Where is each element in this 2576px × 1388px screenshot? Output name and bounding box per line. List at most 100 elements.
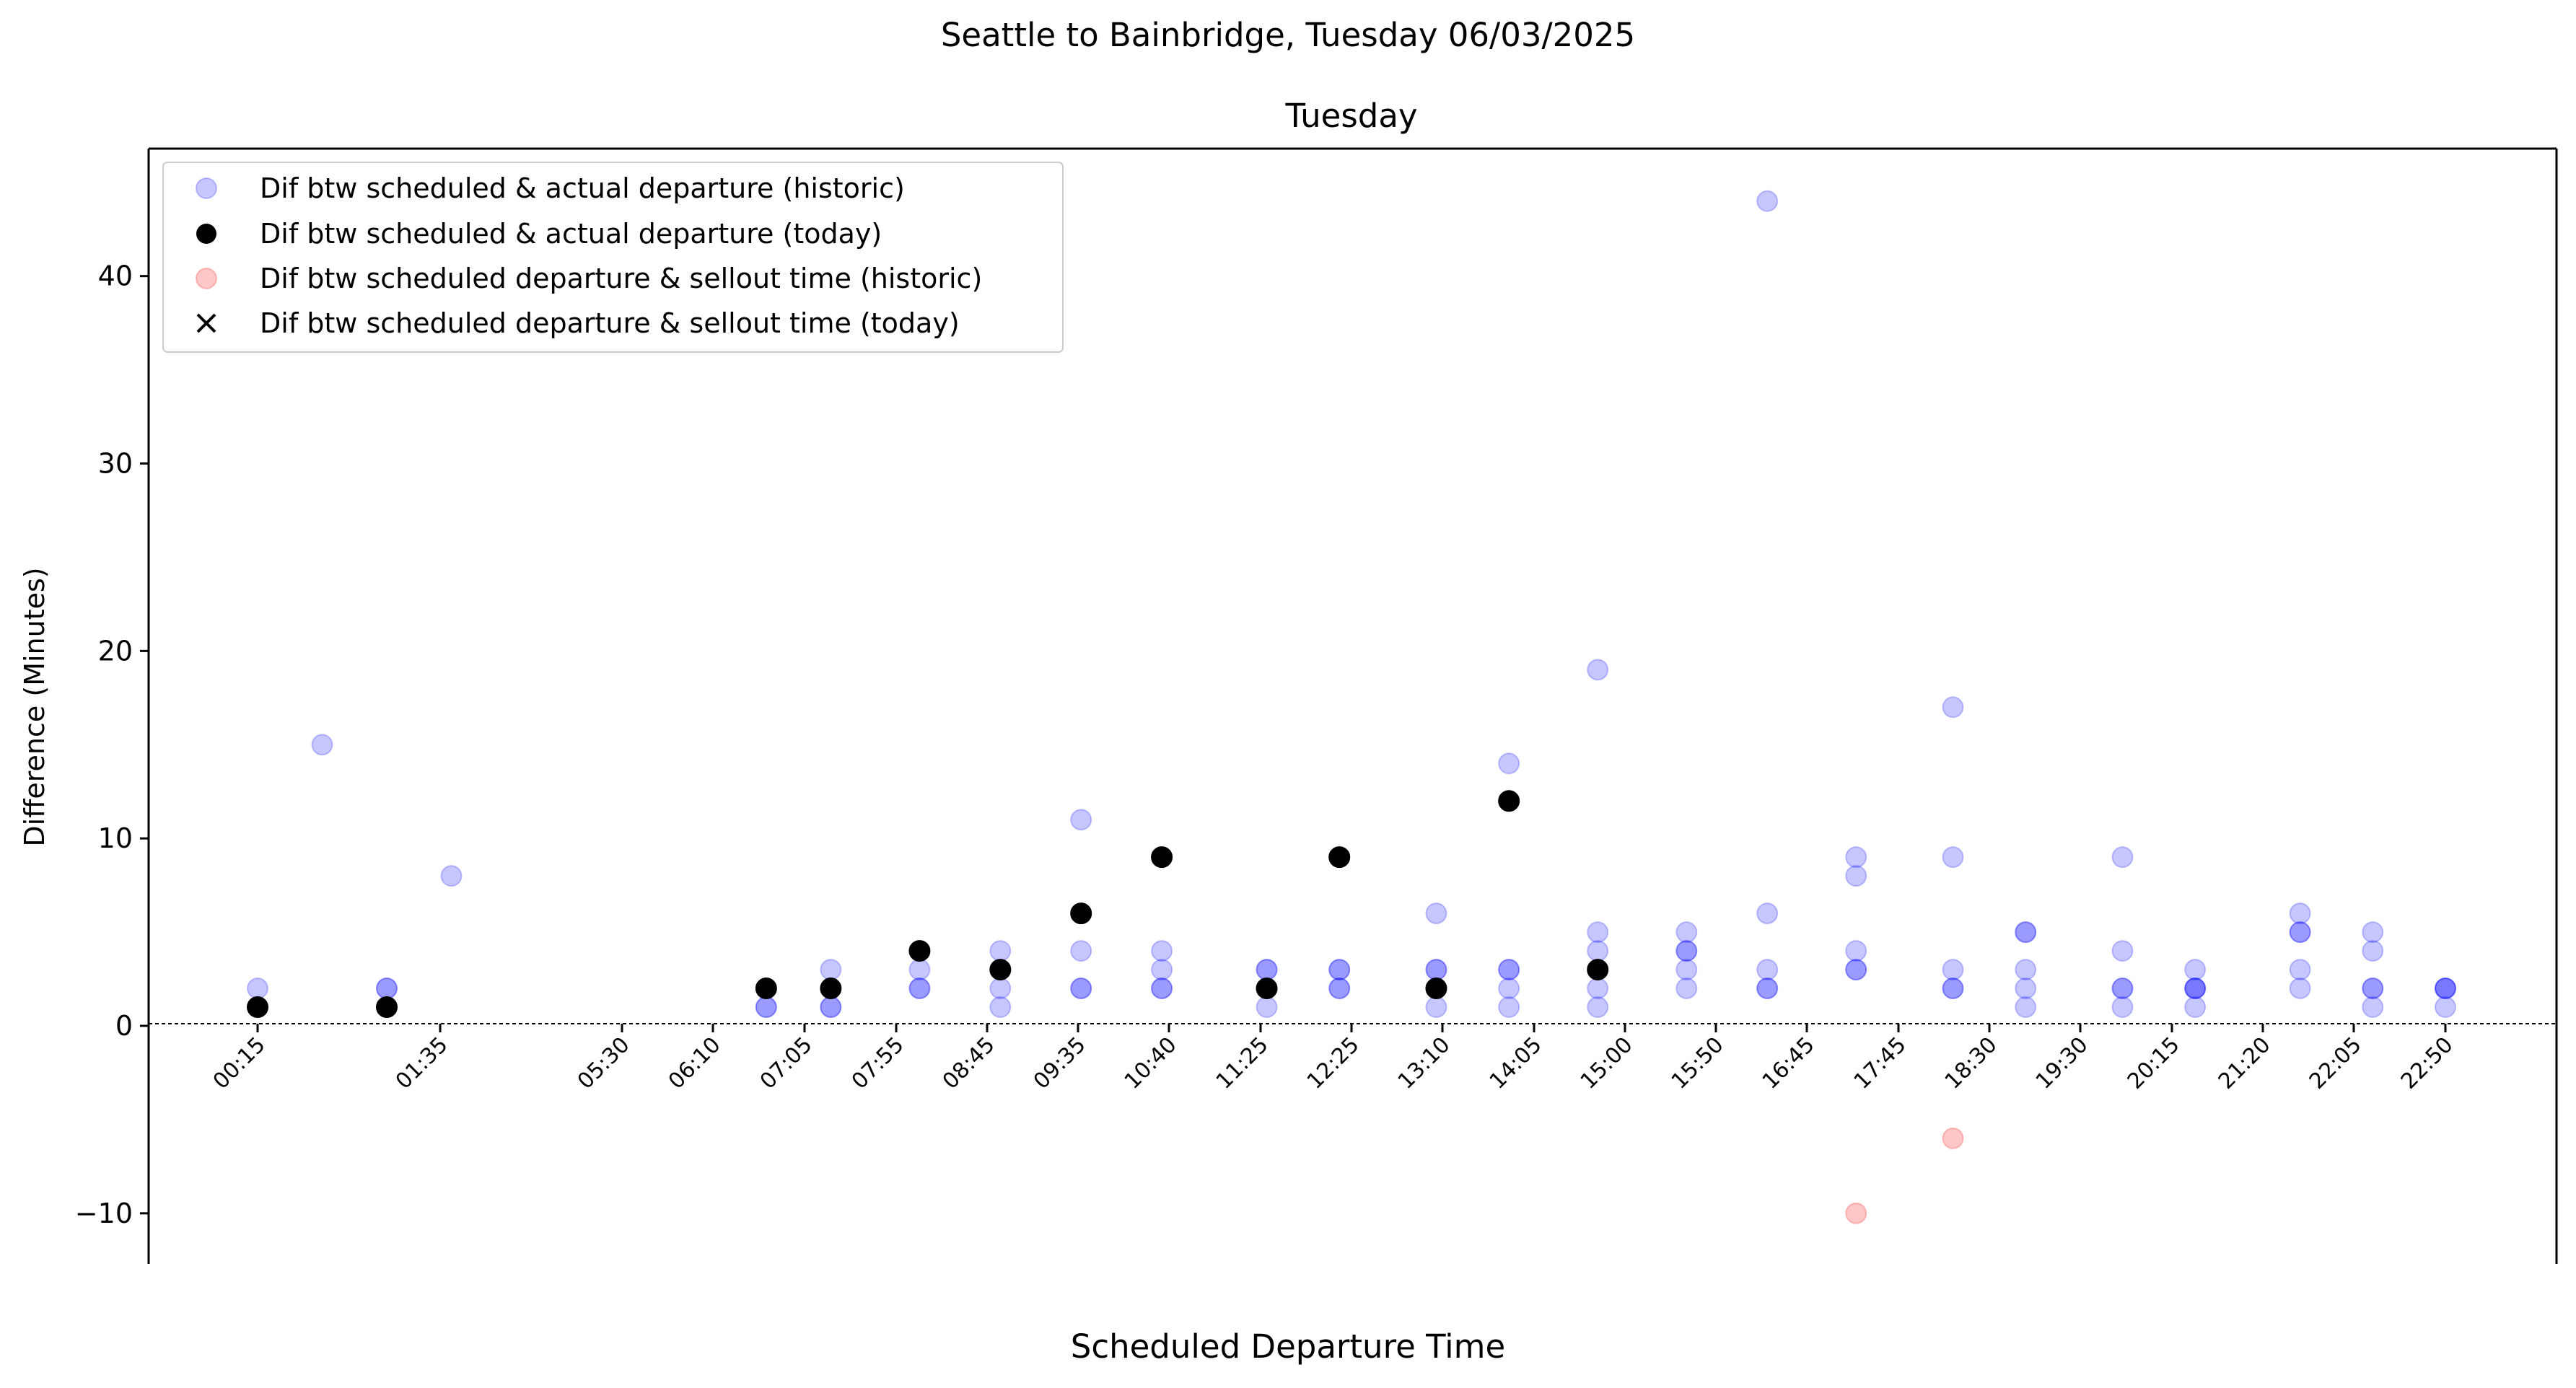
data-point (1425, 978, 1447, 1000)
y-tick-label: 30 (98, 448, 133, 480)
data-point (1498, 790, 1520, 812)
data-point (755, 978, 777, 1000)
data-point (989, 940, 1012, 962)
legend-marker-historic-departure (196, 177, 217, 199)
data-point (1675, 940, 1698, 962)
data-point (1256, 978, 1278, 1000)
data-point (1756, 902, 1779, 925)
y-axis-label: Difference (Minutes) (19, 567, 51, 846)
data-point (1070, 940, 1092, 962)
data-point (376, 996, 398, 1019)
data-point (1845, 865, 1867, 887)
data-point (2015, 921, 2037, 944)
data-point (2435, 978, 2456, 1000)
data-point (1151, 959, 1173, 981)
y-tick-label: 20 (98, 635, 133, 667)
data-point (1675, 978, 1698, 1000)
data-point (1587, 959, 1609, 981)
y-tick-label: 0 (115, 1010, 133, 1042)
data-point (908, 959, 931, 981)
y-tick-label: 40 (98, 260, 133, 292)
legend-label-historic-sellout: Dif btw scheduled departure & sellout ti… (260, 263, 982, 294)
data-point (1498, 959, 1520, 981)
data-point (2111, 846, 2134, 869)
data-point (908, 978, 931, 1000)
data-point (1151, 978, 1173, 1000)
y-tick-label: −10 (75, 1198, 133, 1229)
data-point (440, 865, 463, 887)
legend-label-today-sellout: Dif btw scheduled departure & sellout ti… (260, 307, 960, 339)
data-point (2435, 996, 2456, 1019)
data-point (1942, 959, 1964, 981)
chart-title: Tuesday (1284, 97, 1417, 135)
data-point (1756, 978, 1779, 1000)
data-point (2362, 978, 2384, 1000)
data-point (2111, 996, 2134, 1019)
data-point (1498, 959, 1520, 981)
data-point (1942, 978, 1964, 1000)
data-point (1845, 940, 1867, 962)
data-point (1675, 940, 1698, 962)
x-axis-label: Scheduled Departure Time (1071, 1327, 1505, 1366)
data-point (311, 734, 333, 756)
data-point (2111, 978, 2134, 1000)
data-point (1070, 978, 1092, 1000)
chart-suptitle: Seattle to Bainbridge, Tuesday 06/03/202… (941, 16, 1635, 54)
data-point (820, 959, 842, 981)
data-point (1756, 190, 1779, 212)
data-point (247, 996, 268, 1019)
data-point (1498, 996, 1520, 1019)
data-point (1942, 978, 1964, 1000)
data-point (1256, 959, 1278, 981)
legend-marker-today-departure (196, 224, 216, 244)
data-point (376, 978, 398, 1000)
data-point (1587, 921, 1609, 944)
data-point (989, 996, 1012, 1019)
data-point (2289, 978, 2311, 1000)
data-point (2362, 921, 2384, 944)
data-point (1070, 902, 1092, 925)
data-point (1070, 809, 1092, 831)
data-point (1328, 978, 1351, 1000)
data-point (1587, 940, 1609, 962)
data-point (2111, 978, 2134, 1000)
data-point (1675, 921, 1698, 944)
data-point (2362, 978, 2384, 1000)
legend: Dif btw scheduled & actual departure (hi… (162, 162, 1064, 353)
data-point (989, 978, 1012, 1000)
data-point (1498, 752, 1520, 775)
data-point (1498, 978, 1520, 1000)
legend-marker-today-sellout (196, 313, 216, 333)
data-point (2184, 959, 2207, 981)
data-point (1756, 959, 1779, 981)
data-point (1942, 846, 1964, 869)
data-points (247, 190, 2456, 1224)
data-point (820, 978, 842, 1000)
data-point (2184, 996, 2207, 1019)
data-point (1425, 902, 1447, 925)
data-point (2015, 921, 2037, 944)
data-point (1328, 846, 1351, 869)
data-point (1587, 659, 1609, 681)
y-tick-label: 10 (98, 822, 133, 854)
data-point (2362, 996, 2384, 1019)
data-point (2289, 921, 2311, 944)
data-point (2435, 978, 2456, 1000)
data-point (2289, 921, 2311, 944)
data-point (1756, 978, 1779, 1000)
data-point (2015, 959, 2037, 981)
legend-label-historic-departure: Dif btw scheduled & actual departure (hi… (260, 172, 905, 204)
data-point (2184, 978, 2207, 1000)
data-point (1942, 1127, 1964, 1149)
y-axis-ticks: −10 0 10 20 30 40 (75, 260, 149, 1229)
legend-marker-historic-sellout (196, 268, 217, 289)
data-point (2015, 996, 2037, 1019)
data-point (1587, 996, 1609, 1019)
data-point (1151, 978, 1173, 1000)
data-point (1328, 959, 1351, 981)
data-point (2015, 978, 2037, 1000)
data-point (1845, 1202, 1867, 1224)
data-point (2435, 978, 2456, 1000)
data-point (2289, 959, 2311, 981)
